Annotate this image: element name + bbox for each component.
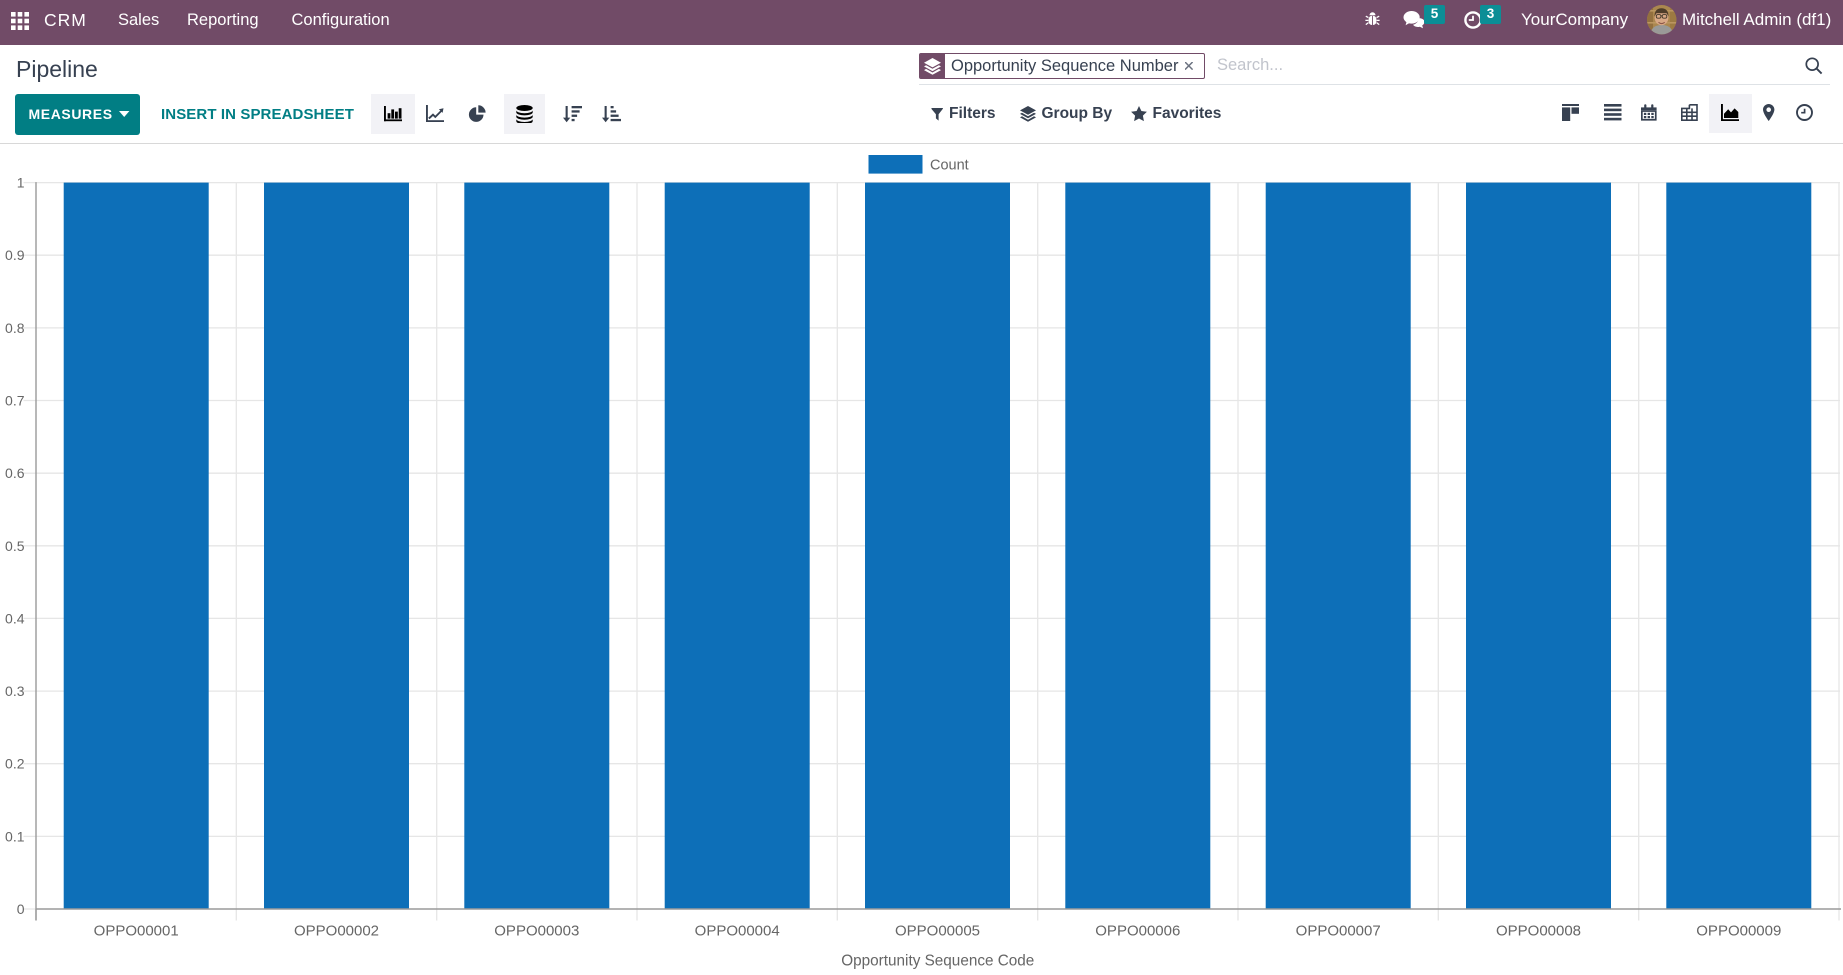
svg-text:OPPO00004: OPPO00004 bbox=[695, 922, 780, 939]
svg-text:0.3: 0.3 bbox=[5, 683, 25, 699]
svg-text:OPPO00008: OPPO00008 bbox=[1496, 922, 1581, 939]
svg-text:OPPO00009: OPPO00009 bbox=[1696, 922, 1781, 939]
svg-text:OPPO00005: OPPO00005 bbox=[895, 922, 980, 939]
svg-text:0.5: 0.5 bbox=[5, 538, 25, 554]
svg-text:0.9: 0.9 bbox=[5, 247, 25, 263]
svg-text:0.4: 0.4 bbox=[5, 610, 25, 626]
svg-text:Opportunity Sequence Code: Opportunity Sequence Code bbox=[841, 953, 1034, 970]
svg-text:Count: Count bbox=[930, 158, 969, 174]
svg-text:OPPO00002: OPPO00002 bbox=[294, 922, 379, 939]
svg-text:OPPO00003: OPPO00003 bbox=[494, 922, 579, 939]
svg-text:0.6: 0.6 bbox=[5, 465, 25, 481]
svg-text:OPPO00001: OPPO00001 bbox=[94, 922, 179, 939]
svg-text:0: 0 bbox=[17, 901, 25, 917]
svg-text:OPPO00007: OPPO00007 bbox=[1296, 922, 1381, 939]
svg-text:0.7: 0.7 bbox=[5, 393, 25, 409]
svg-text:1: 1 bbox=[17, 175, 25, 191]
svg-text:0.8: 0.8 bbox=[5, 320, 25, 336]
svg-text:OPPO00006: OPPO00006 bbox=[1095, 922, 1180, 939]
svg-text:0.2: 0.2 bbox=[5, 756, 25, 772]
svg-text:0.1: 0.1 bbox=[5, 828, 25, 844]
